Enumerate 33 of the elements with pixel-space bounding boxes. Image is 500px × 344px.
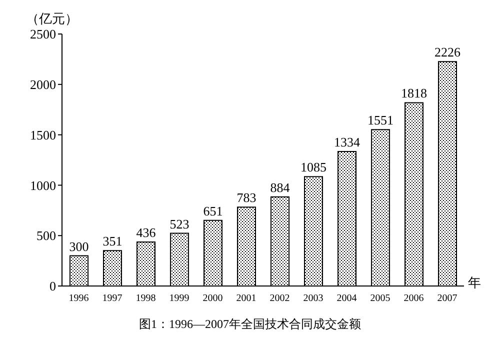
data-label: 1334 bbox=[334, 134, 360, 150]
data-label: 1818 bbox=[401, 86, 427, 101]
data-label: 300 bbox=[69, 238, 89, 254]
y-axis-title: （亿元） bbox=[26, 10, 78, 28]
y-tick-label: 2500 bbox=[30, 26, 56, 42]
data-label: 523 bbox=[170, 216, 190, 232]
data-label: 2226 bbox=[434, 44, 461, 60]
x-tick-label: 2000 bbox=[202, 293, 223, 304]
x-tick-label: 2006 bbox=[404, 293, 424, 304]
x-tick-label: 2001 bbox=[236, 293, 256, 304]
x-axis-title: 年 bbox=[468, 274, 481, 292]
x-tick-label: 2002 bbox=[270, 293, 290, 304]
data-label: 783 bbox=[236, 190, 256, 206]
y-tick-label: 0 bbox=[50, 278, 56, 294]
x-tick-label: 1996 bbox=[68, 293, 89, 304]
text: 图1：1996—2007年全国技术合同成交金额 bbox=[138, 316, 362, 333]
data-label: 1085 bbox=[300, 160, 326, 175]
data-label: 1551 bbox=[368, 112, 394, 128]
x-tick-label: 1997 bbox=[102, 293, 122, 304]
data-label: 884 bbox=[270, 180, 290, 195]
x-tick-label: 2007 bbox=[437, 293, 458, 304]
y-tick-label: 2000 bbox=[30, 77, 56, 92]
x-tick-label: 2003 bbox=[303, 293, 324, 304]
x-tick-label: 2004 bbox=[336, 293, 357, 304]
y-tick-label: 1500 bbox=[30, 127, 56, 142]
x-tick-label: 1998 bbox=[136, 293, 156, 304]
data-label: 351 bbox=[102, 234, 122, 249]
data-label: 651 bbox=[203, 203, 223, 218]
y-tick-label: 500 bbox=[36, 228, 56, 244]
x-tick-label: 2005 bbox=[370, 293, 390, 304]
y-tick-label: 1000 bbox=[30, 178, 56, 193]
x-tick-label: 1999 bbox=[169, 293, 190, 304]
data-label: 436 bbox=[136, 225, 156, 240]
